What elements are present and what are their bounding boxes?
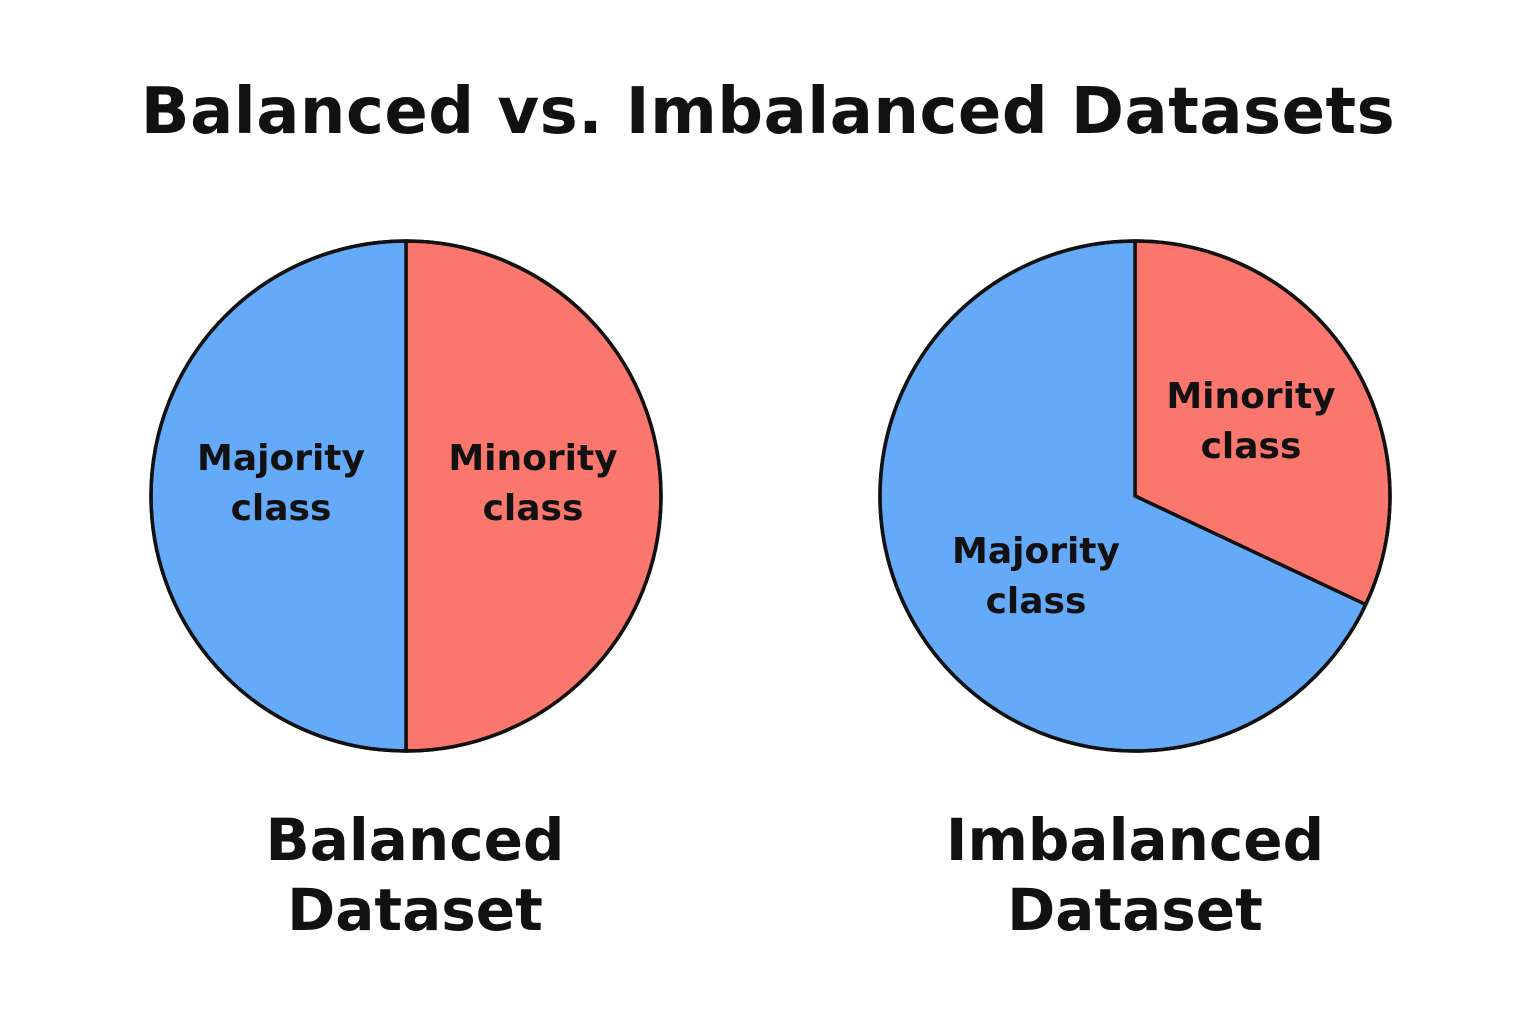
balanced-caption: Balanced Dataset <box>165 805 665 945</box>
imbalanced-caption-line-1: Imbalanced <box>945 806 1325 874</box>
balanced-majority-label-line-1: Majority <box>197 438 365 479</box>
imbalanced-caption-line-2: Dataset <box>1007 876 1263 944</box>
figure-title: Balanced vs. Imbalanced Datasets <box>140 75 1396 149</box>
balanced-caption-line-1: Balanced <box>265 806 565 874</box>
imbalanced-majority-label-line-2: class <box>986 581 1087 622</box>
balanced-majority-label: Majority class <box>197 438 365 529</box>
imbalanced-majority-label: Majority class <box>952 531 1120 622</box>
imbalanced-minority-label-line-2: class <box>1201 426 1302 467</box>
imbalanced-minority-label-line-1: Minority <box>1166 376 1335 417</box>
balanced-caption-line-2: Dataset <box>287 876 543 944</box>
balanced-minority-label: Minority class <box>448 438 617 529</box>
imbalanced-caption: Imbalanced Dataset <box>885 805 1385 945</box>
imbalanced-majority-label-line-1: Majority <box>952 531 1120 572</box>
balanced-minority-label-line-1: Minority <box>448 438 617 479</box>
balanced-majority-label-line-2: class <box>231 488 332 529</box>
imbalanced-minority-label: Minority class <box>1166 376 1335 467</box>
imbalanced-pie-outline <box>878 239 1392 753</box>
balanced-minority-label-line-2: class <box>483 488 584 529</box>
balanced-pie-outline <box>149 239 663 753</box>
